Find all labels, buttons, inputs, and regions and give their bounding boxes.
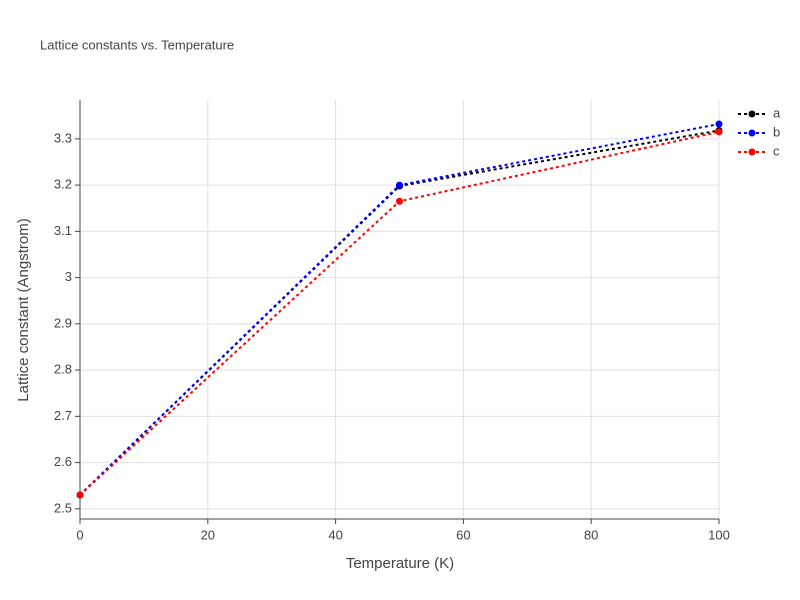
y-tick-label: 2.7 (54, 408, 72, 423)
legend-marker (748, 110, 756, 118)
y-tick-label: 2.9 (54, 315, 72, 330)
x-tick-label: 40 (328, 527, 342, 542)
x-tick-label: 20 (201, 527, 215, 542)
legend-label: b (773, 124, 780, 139)
x-tick-label: 0 (76, 527, 83, 542)
data-point (715, 120, 723, 128)
data-point (76, 491, 84, 499)
legend-label: c (773, 143, 780, 158)
y-tick-label: 2.6 (54, 454, 72, 469)
x-tick-label: 80 (584, 527, 598, 542)
y-tick-label: 3.2 (54, 177, 72, 192)
x-tick-label: 100 (708, 527, 730, 542)
data-point (396, 181, 403, 189)
chart-title: Lattice constants vs. Temperature (40, 37, 234, 52)
y-tick-label: 2.5 (54, 500, 72, 515)
data-point (715, 128, 723, 136)
y-tick-label: 3 (65, 269, 72, 284)
y-tick-label: 3.3 (54, 130, 72, 145)
legend-label: a (773, 105, 781, 120)
y-axis-title: Lattice constant (Angstrom) (15, 218, 32, 401)
data-point (396, 197, 403, 205)
y-tick-label: 3.1 (54, 223, 72, 238)
x-axis-title: Temperature (K) (346, 555, 454, 572)
x-tick-label: 60 (456, 527, 470, 542)
series-line (79, 123, 720, 496)
legend-marker (748, 148, 756, 156)
y-tick-label: 2.8 (54, 362, 72, 377)
legend-marker (748, 129, 756, 137)
